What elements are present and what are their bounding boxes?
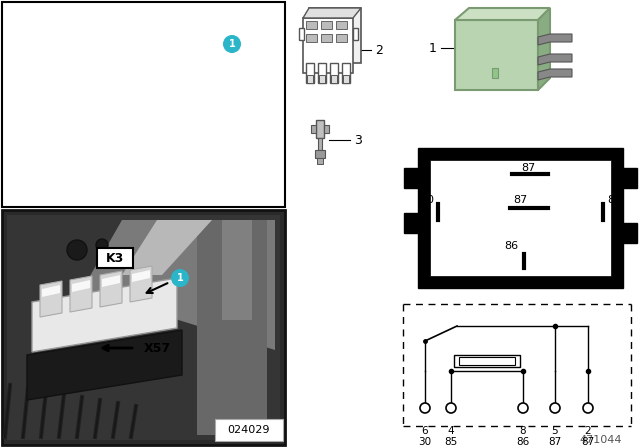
Bar: [306, 34, 317, 42]
Circle shape: [583, 403, 593, 413]
Bar: [299, 28, 304, 40]
Circle shape: [446, 403, 456, 413]
Polygon shape: [122, 220, 212, 275]
Bar: [330, 63, 338, 83]
Polygon shape: [70, 276, 92, 312]
Bar: [7, 215, 280, 440]
Polygon shape: [538, 69, 572, 80]
Text: 8: 8: [520, 426, 526, 436]
Polygon shape: [132, 270, 150, 282]
Bar: [418, 148, 623, 288]
Bar: [324, 125, 329, 133]
Bar: [336, 34, 347, 42]
Bar: [317, 158, 323, 164]
Polygon shape: [492, 68, 498, 78]
Bar: [623, 168, 637, 188]
Polygon shape: [130, 266, 152, 302]
Bar: [316, 120, 324, 138]
Text: 87: 87: [521, 163, 535, 173]
Circle shape: [96, 239, 108, 251]
Bar: [331, 75, 337, 83]
Text: 471044: 471044: [579, 435, 622, 445]
Text: K3: K3: [106, 251, 124, 264]
Bar: [135, 339, 183, 357]
Bar: [430, 160, 611, 276]
Text: 1: 1: [177, 273, 184, 283]
Bar: [318, 63, 326, 83]
Text: 6: 6: [422, 426, 428, 436]
Text: 024029: 024029: [228, 425, 270, 435]
Bar: [455, 20, 538, 90]
Text: 85: 85: [607, 195, 621, 205]
Polygon shape: [42, 285, 60, 297]
Polygon shape: [455, 8, 550, 20]
Text: 86: 86: [516, 437, 530, 447]
Text: 30: 30: [420, 195, 434, 205]
Bar: [343, 75, 349, 83]
Text: 86: 86: [504, 241, 518, 251]
Polygon shape: [538, 54, 572, 65]
Text: 87: 87: [548, 437, 562, 447]
Bar: [307, 75, 313, 83]
Circle shape: [550, 403, 560, 413]
Circle shape: [518, 403, 528, 413]
Circle shape: [420, 403, 430, 413]
Polygon shape: [82, 220, 275, 350]
Text: 87: 87: [513, 195, 527, 205]
Bar: [2, 210, 285, 445]
Bar: [2, 2, 285, 207]
Bar: [318, 138, 322, 150]
Text: 4: 4: [448, 426, 454, 436]
Polygon shape: [538, 34, 572, 45]
Circle shape: [171, 269, 189, 287]
Polygon shape: [538, 8, 550, 90]
Bar: [311, 125, 316, 133]
Bar: [306, 63, 314, 83]
Polygon shape: [72, 280, 90, 292]
Circle shape: [223, 35, 241, 53]
Bar: [623, 223, 637, 243]
Bar: [404, 168, 418, 188]
Polygon shape: [303, 8, 361, 18]
Text: 87: 87: [581, 437, 595, 447]
Text: X57: X57: [143, 341, 171, 354]
Bar: [454, 355, 520, 367]
Bar: [222, 220, 252, 320]
Bar: [353, 28, 358, 40]
Polygon shape: [100, 271, 122, 307]
Bar: [315, 150, 325, 158]
Text: 3: 3: [354, 134, 362, 146]
Bar: [306, 21, 317, 29]
Bar: [336, 21, 347, 29]
Bar: [404, 213, 418, 233]
Text: 1: 1: [429, 42, 437, 55]
Text: 30: 30: [419, 437, 431, 447]
Polygon shape: [27, 330, 182, 400]
Text: 2: 2: [585, 426, 591, 436]
Bar: [459, 357, 515, 365]
Bar: [321, 21, 332, 29]
Circle shape: [67, 240, 87, 260]
Text: 2: 2: [375, 43, 383, 56]
Bar: [321, 34, 332, 42]
Text: 85: 85: [444, 437, 458, 447]
Text: 1: 1: [228, 39, 236, 49]
Polygon shape: [40, 281, 62, 317]
Bar: [215, 419, 283, 441]
Bar: [97, 248, 133, 268]
Bar: [197, 220, 267, 435]
Bar: [403, 304, 631, 426]
Bar: [303, 18, 353, 73]
Bar: [319, 75, 325, 83]
Bar: [342, 63, 350, 83]
Polygon shape: [102, 275, 120, 287]
Text: 5: 5: [552, 426, 558, 436]
Bar: [309, 8, 361, 63]
Polygon shape: [32, 278, 177, 352]
